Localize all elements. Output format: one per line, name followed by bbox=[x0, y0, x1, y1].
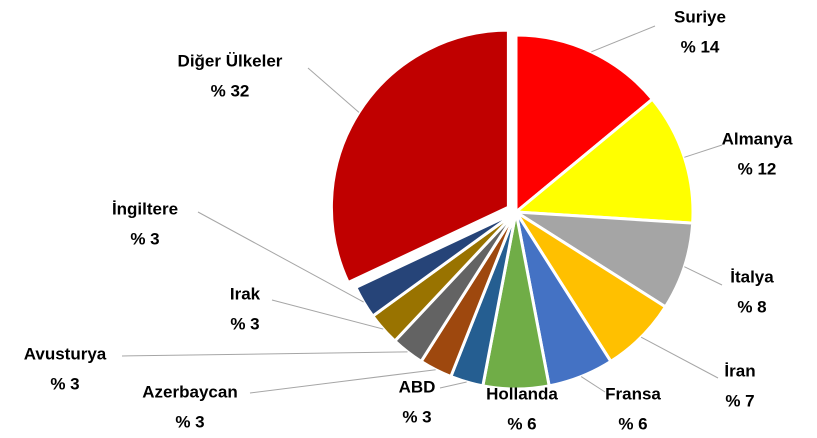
leader-line bbox=[684, 144, 723, 158]
leader-line bbox=[640, 336, 719, 379]
pie-slice bbox=[514, 33, 655, 216]
value-label: % 3 bbox=[130, 229, 159, 248]
category-label: Azerbaycan bbox=[142, 382, 237, 401]
value-label: % 3 bbox=[402, 407, 431, 426]
category-label: Fransa bbox=[605, 384, 661, 403]
pie-slice bbox=[515, 210, 695, 309]
category-label: Irak bbox=[230, 284, 261, 303]
leader-line bbox=[197, 211, 364, 303]
value-label: % 6 bbox=[618, 414, 647, 433]
category-label: Avusturya bbox=[24, 344, 107, 363]
leader-line bbox=[439, 381, 467, 389]
leader-line bbox=[514, 387, 517, 390]
category-label: Diğer Ülkeler bbox=[178, 51, 283, 70]
leader-line bbox=[580, 376, 606, 393]
value-label: % 3 bbox=[50, 374, 79, 393]
value-label: % 14 bbox=[681, 37, 720, 56]
value-label: % 12 bbox=[738, 159, 777, 178]
leader-line bbox=[249, 369, 436, 394]
value-label: % 3 bbox=[175, 412, 204, 431]
leader-line bbox=[591, 25, 656, 53]
category-label: İngiltere bbox=[112, 199, 178, 218]
leader-line bbox=[271, 299, 384, 330]
leader-line bbox=[307, 67, 360, 113]
category-label: İtalya bbox=[730, 267, 774, 286]
category-label: Hollanda bbox=[486, 384, 558, 403]
value-label: % 6 bbox=[507, 414, 536, 433]
leader-line bbox=[684, 266, 723, 286]
pie-slice bbox=[353, 210, 517, 319]
value-label: % 7 bbox=[725, 391, 754, 410]
category-label: İran bbox=[724, 361, 755, 380]
category-label: Suriye bbox=[674, 7, 726, 26]
pie-slice bbox=[512, 97, 695, 225]
category-label: Almanya bbox=[722, 129, 793, 148]
leader-line bbox=[121, 351, 408, 357]
pie-slice bbox=[329, 28, 510, 285]
value-label: % 32 bbox=[211, 81, 250, 100]
value-label: % 3 bbox=[230, 314, 259, 333]
category-label: ABD bbox=[399, 377, 436, 396]
value-label: % 8 bbox=[737, 297, 766, 316]
